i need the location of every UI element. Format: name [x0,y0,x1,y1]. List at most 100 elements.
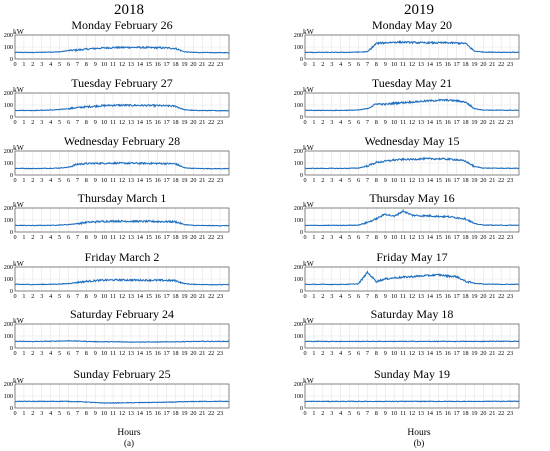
x-tick-label: 15 [146,293,152,300]
x-tick-label: 16 [445,234,451,241]
panel-title: Tuesday February 27 [71,76,173,90]
x-tick-label: 18 [462,234,468,241]
x-tick-label: 17 [163,293,169,300]
x-tick-label: 7 [366,234,369,241]
x-tick-label: 22 [498,234,504,241]
x-tick-label: 0 [13,234,16,241]
x-tick-label: 12 [119,293,125,300]
series-line [304,270,520,286]
x-tick-label: 16 [445,350,451,357]
x-tick-label: 13 [418,177,424,184]
y-tick-label: 200 [294,90,303,97]
x-tick-label: 20 [480,350,486,357]
x-tick-label: 22 [208,350,214,357]
x-tick-label: 14 [427,350,433,357]
y-tick-label: 100 [294,276,303,283]
x-tick-label: 5 [348,177,351,184]
y-tick-label: 100 [4,393,13,400]
y-unit-label: kW [303,143,315,152]
x-tick-label: 6 [67,119,70,126]
x-tick-label: 10 [391,119,397,126]
panel-title: Monday May 20 [372,18,452,32]
x-tick-label: 14 [137,234,143,241]
x-tick-label: 8 [85,293,88,300]
x-tick-label: 1 [22,61,25,68]
y-unit-label: kW [13,259,25,268]
series-line [14,103,230,112]
x-tick-label: 1 [22,410,25,417]
x-tick-label: 3 [40,119,43,126]
x-tick-label: 13 [418,293,424,300]
plot-frame [14,150,230,176]
x-tick-label: 2 [31,410,34,417]
series-line [14,400,230,404]
x-tick-label: 17 [453,61,459,68]
y-unit-label: kW [303,27,315,36]
x-tick-label: 20 [190,234,196,241]
x-tick-label: 18 [172,119,178,126]
x-tick-label: 23 [507,410,513,417]
x-tick-label: 22 [498,293,504,300]
x-tick-label: 13 [418,410,424,417]
plot-frame [14,266,230,292]
series-line [304,40,520,54]
x-tick-label: 3 [330,293,333,300]
x-tick-label: 0 [303,293,306,300]
x-tick-label: 22 [208,234,214,241]
x-tick-label: 15 [146,177,152,184]
x-tick-label: 18 [172,234,178,241]
x-tick-label: 0 [303,234,306,241]
x-tick-label: 8 [85,410,88,417]
x-tick-label: 12 [409,293,415,300]
x-tick-label: 6 [67,410,70,417]
x-tick-label: 1 [22,350,25,357]
x-tick-label: 10 [101,410,107,417]
y-tick-label: 200 [4,381,13,388]
y-tick-label: 200 [294,205,303,212]
x-tick-label: 22 [208,410,214,417]
x-tick-label: 1 [312,61,315,68]
y-tick-label: 0 [10,114,13,121]
x-tick-label: 7 [366,119,369,126]
x-tick-label: 13 [128,410,134,417]
x-tick-label: 9 [384,234,387,241]
x-tick-label: 19 [471,410,477,417]
x-tick-label: 20 [190,293,196,300]
x-tick-label: 10 [101,234,107,241]
x-tick-label: 16 [445,119,451,126]
plot-frame [14,383,230,409]
x-tick-label: 18 [462,177,468,184]
x-tick-label: 1 [312,177,315,184]
x-tick-label: 21 [489,234,495,241]
plot-frame [304,207,520,233]
x-tick-label: 19 [471,177,477,184]
x-tick-label: 8 [375,61,378,68]
x-tick-label: 14 [427,177,433,184]
x-tick-label: 9 [384,177,387,184]
x-tick-label: 20 [480,119,486,126]
x-tick-label: 14 [137,350,143,357]
x-tick-label: 4 [49,177,52,184]
plot-frame [304,383,520,409]
x-tick-label: 11 [110,350,116,357]
series-line [304,340,520,343]
x-tick-label: 11 [400,234,406,241]
panel-title: Saturday May 18 [371,307,454,321]
y-tick-label: 200 [4,264,13,271]
x-axis-label-2018: Hours [117,428,141,438]
x-tick-label: 11 [110,119,116,126]
x-tick-label: 10 [101,119,107,126]
x-tick-label: 12 [409,177,415,184]
y-tick-label: 200 [4,321,13,328]
x-tick-label: 13 [418,119,424,126]
x-tick-label: 9 [94,234,97,241]
x-tick-label: 20 [480,293,486,300]
x-tick-label: 9 [94,119,97,126]
x-tick-label: 4 [339,61,342,68]
y-unit-label: kW [303,85,315,94]
series-line [304,400,520,403]
x-tick-label: 9 [94,61,97,68]
